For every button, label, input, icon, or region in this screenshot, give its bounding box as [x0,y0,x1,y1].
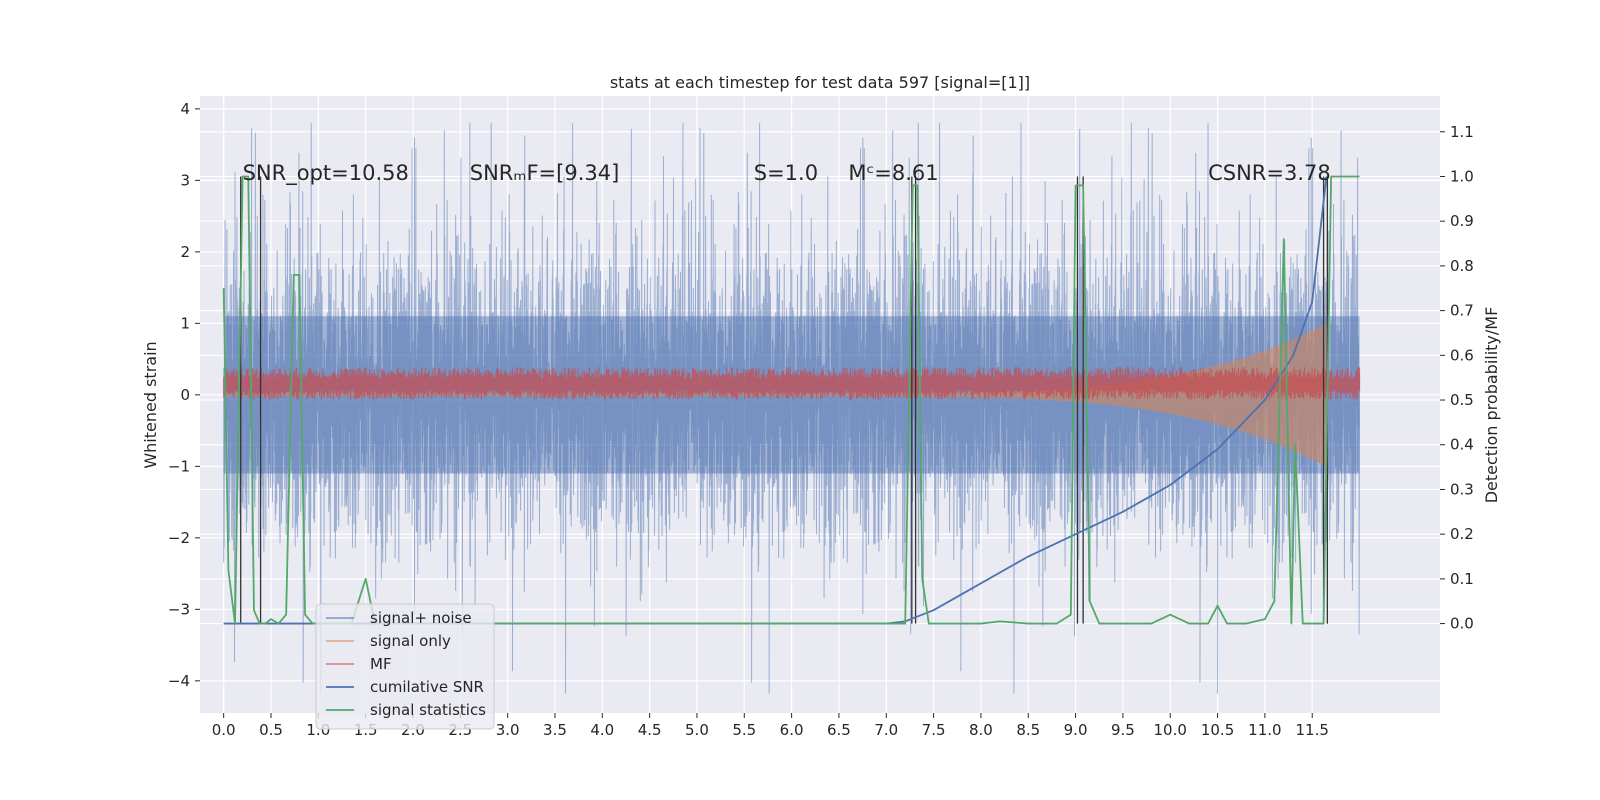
y-tick-label: −2 [168,529,190,547]
x-tick-label: 9.5 [1111,721,1135,739]
y2-tick-label: 1.1 [1450,123,1474,141]
x-tick-label: 7.5 [922,721,946,739]
y2-tick-label: 0.7 [1450,302,1474,320]
annotation-text: Mᶜ=8.61 [848,161,938,185]
y-tick-label: 2 [180,243,190,261]
y2-tick-label: 0.9 [1450,212,1474,230]
x-tick-label: 5.0 [685,721,709,739]
y-axis-label: Whitened strain [141,341,160,468]
y-tick-label: −3 [168,600,190,618]
x-tick-label: 6.5 [827,721,851,739]
annotations: SNR_opt=10.58 SNRₘF=[9.34] S=1.0 Mᶜ=8.61 CSN… [243,161,1331,186]
y2-tick-label: 0.8 [1450,257,1474,275]
legend-label: signal statistics [370,701,486,719]
y-tick-label: 4 [180,100,190,118]
legend-label: cumilative SNR [370,678,484,696]
y2-tick-label: 0.4 [1450,436,1474,454]
series-signal-statistics [222,175,1360,625]
annotation-text: SNRₘF=[9.34] [470,161,620,185]
y-tick-label: −1 [168,457,190,475]
chart-title: stats at each timestep for test data 597… [610,73,1030,92]
x-tick-label: 11.0 [1248,721,1281,739]
series-cumulative-snr [223,176,1328,625]
annotation-text: S=1.0 [754,161,818,185]
y2-tick-label: 0.2 [1450,525,1474,543]
x-tick-label: 11.5 [1296,721,1329,739]
x-tick-label: 3.5 [543,721,567,739]
y-tick-label: −4 [168,672,190,690]
x-tick-label: 3.0 [496,721,520,739]
x-tick-label: 0.5 [259,721,283,739]
legend: signal+ noise signal only MF cumilative SNR… [315,603,495,730]
x-tick-label: 7.0 [874,721,898,739]
legend-box [315,603,495,730]
annotation-text: SNR_opt=10.58 [243,161,409,186]
y2-tick-label: 1.0 [1450,167,1474,185]
y2-tick-label: 0.5 [1450,391,1474,409]
x-tick-label: 10.0 [1154,721,1187,739]
x-tick-label: 0.0 [212,721,236,739]
annotation-text: CSNR=3.78 [1208,161,1331,185]
y2-tick-label: 0.6 [1450,346,1474,364]
ticks: 0.0 0.5 1.0 1.5 2.0 2.5 3.0 3.5 4.0 4.5 5.0 5.5 6.0 6… [168,100,1474,739]
y2-tick-label: 0.1 [1450,570,1474,588]
legend-label: signal only [370,632,451,650]
y2-axis-label: Detection probability/MF [1482,307,1501,504]
series-signal-only [223,323,1327,467]
series-mf [223,366,1361,400]
legend-label: MF [370,655,392,673]
y2-tick-label: 0.3 [1450,480,1474,498]
legend-label: signal+ noise [370,609,472,627]
x-tick-label: 9.0 [1064,721,1088,739]
x-tick-label: 8.5 [1016,721,1040,739]
x-tick-label: 5.5 [732,721,756,739]
y-tick-label: 0 [180,386,190,404]
y-tick-label: 1 [180,314,190,332]
x-tick-label: 8.0 [969,721,993,739]
x-tick-label: 4.0 [590,721,614,739]
x-tick-label: 10.5 [1201,721,1234,739]
x-tick-label: 6.0 [780,721,804,739]
y2-tick-label: 0.0 [1450,615,1474,633]
x-tick-label: 4.5 [638,721,662,739]
y-tick-label: 3 [180,171,190,189]
data-layer [222,123,1361,694]
